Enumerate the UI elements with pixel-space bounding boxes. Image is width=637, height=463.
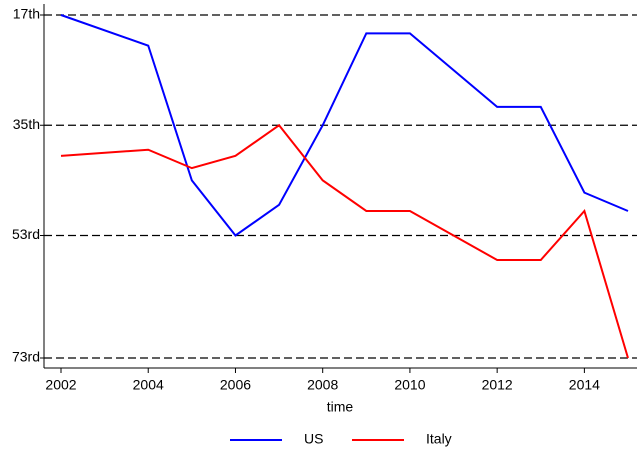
series-line	[60, 123, 629, 359]
legend-label: Italy	[426, 431, 452, 447]
y-tick-label: 73rd	[12, 349, 40, 365]
y-tick-label: 35th	[13, 116, 40, 132]
x-tick-label: 2002	[45, 377, 76, 393]
x-tick-label: 2004	[133, 377, 164, 393]
x-axis-label: time	[327, 399, 354, 415]
legend-label: US	[304, 431, 323, 447]
series-line	[60, 14, 629, 237]
x-tick-label: 2012	[482, 377, 513, 393]
x-tick-label: 2006	[220, 377, 251, 393]
x-tick-label: 2010	[394, 377, 425, 393]
x-tick-label: 2014	[569, 377, 600, 393]
y-tick-label: 53rd	[12, 226, 40, 242]
x-tick-label: 2008	[307, 377, 338, 393]
y-tick-label: 17th	[13, 6, 40, 22]
